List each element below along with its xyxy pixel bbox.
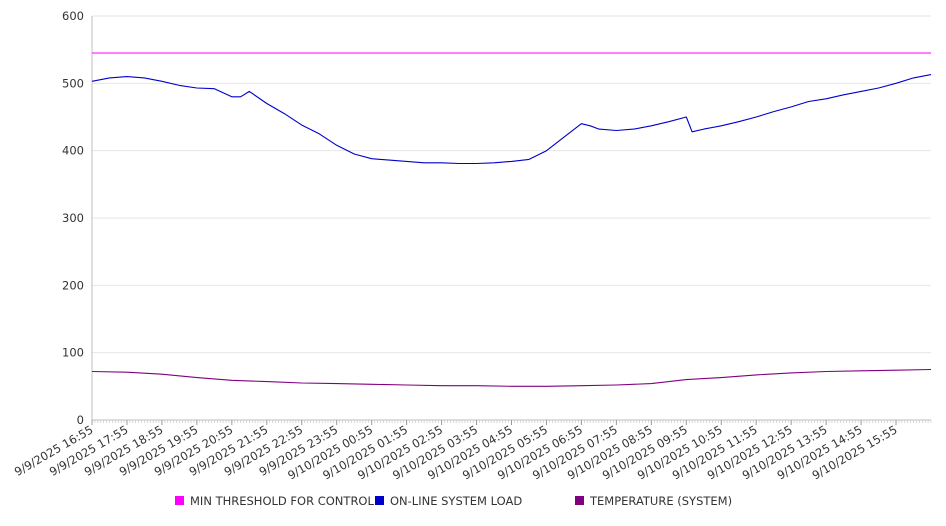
axes [91, 16, 932, 423]
legend-label: MIN THRESHOLD FOR CONTROL [190, 494, 374, 508]
legend: MIN THRESHOLD FOR CONTROL ON-LINE SYSTEM … [175, 494, 732, 508]
series-line [91, 74, 932, 165]
legend-swatch [175, 496, 184, 505]
legend-label: ON-LINE SYSTEM LOAD [390, 494, 522, 508]
y-tick-label: 300 [62, 211, 84, 225]
y-tick-label: 400 [62, 144, 84, 158]
legend-swatch [575, 496, 584, 505]
gridlines [92, 15, 931, 354]
series-lines [91, 52, 932, 387]
series-line [91, 368, 932, 387]
legend-label: TEMPERATURE (SYSTEM) [589, 494, 732, 508]
y-axis-ticks: 0 100 200 300 400 500 600 [62, 9, 84, 427]
x-axis-ticks: 9/9/2025 16:559/9/2025 17:559/9/2025 18:… [12, 420, 900, 482]
y-tick-label: 600 [62, 9, 84, 23]
legend-swatch [375, 496, 384, 505]
y-tick-label: 200 [62, 278, 84, 292]
y-tick-label: 0 [77, 413, 84, 427]
y-tick-label: 100 [62, 346, 84, 360]
y-tick-label: 500 [62, 76, 84, 90]
